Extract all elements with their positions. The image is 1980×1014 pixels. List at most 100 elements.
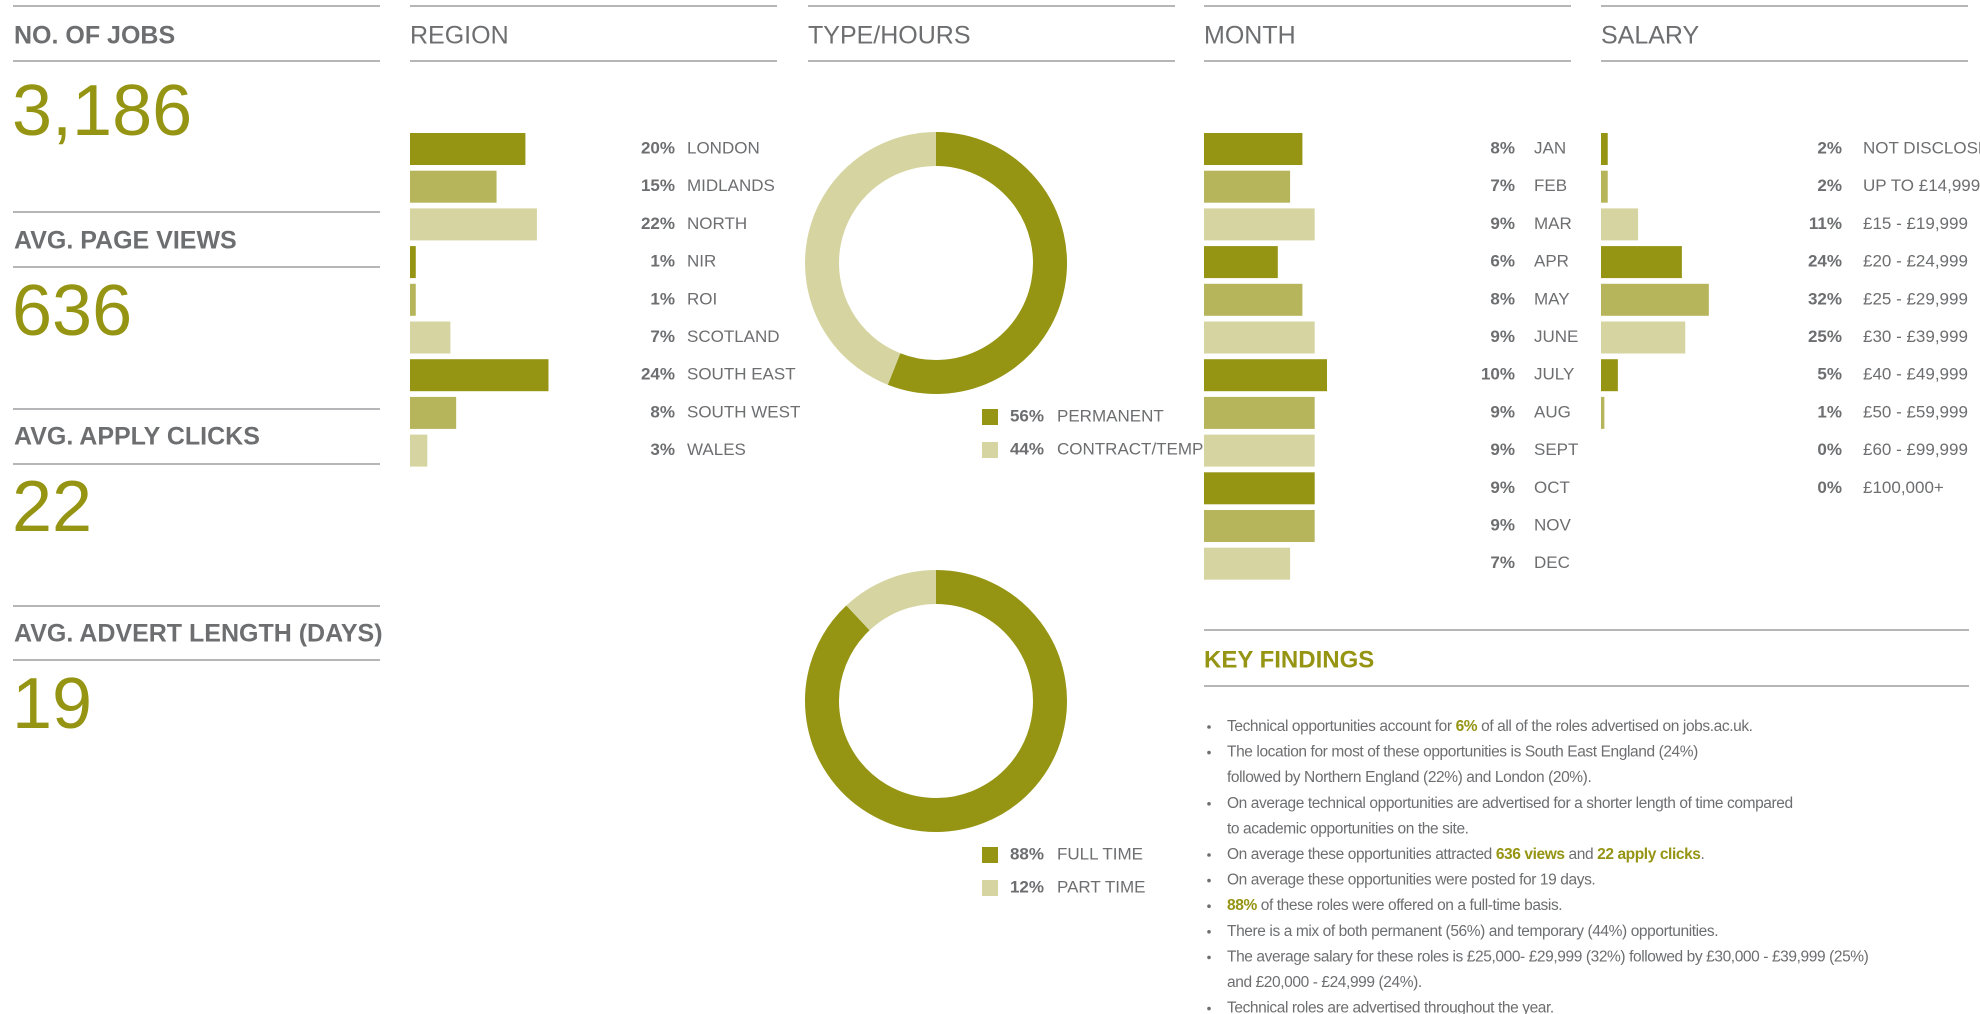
finding-line: On average these opportunities attracted…: [1227, 846, 1704, 863]
value-label: 1%: [650, 252, 675, 271]
category-label: FEB: [1534, 176, 1567, 195]
bar: [1204, 434, 1315, 467]
finding-text: 88%: [1227, 897, 1257, 914]
value-label: 11%: [1809, 214, 1842, 233]
value-label: 1%: [650, 289, 675, 308]
stat-label: NO. OF JOBS: [14, 22, 175, 50]
finding-text: to academic opportunities on the site.: [1227, 820, 1469, 837]
bar: [1204, 472, 1315, 505]
value-label: 9%: [1490, 478, 1515, 497]
category-label: JAN: [1534, 138, 1566, 157]
bar: [1601, 396, 1605, 429]
chart-title: REGION: [410, 22, 509, 50]
legend-label: PERMANENT: [1057, 406, 1164, 425]
stat-label: AVG. APPLY CLICKS: [14, 423, 260, 451]
bar: [410, 396, 457, 429]
finding-text: There is a mix of both permanent (56%) a…: [1227, 923, 1718, 940]
bullet: [1207, 802, 1211, 806]
bullet: [1207, 1006, 1211, 1011]
stat-value: 3,186: [12, 71, 192, 151]
category-label: £40 - £49,999: [1863, 365, 1968, 384]
finding-line: and £20,000 - £24,999 (24%).: [1227, 974, 1422, 991]
value-label: 32%: [1808, 289, 1842, 308]
section-title: KEY FINDINGS: [1204, 646, 1374, 673]
category-label: £20 - £24,999: [1863, 252, 1968, 271]
finding-text: The location for most of these opportuni…: [1227, 744, 1698, 761]
value-label: 8%: [650, 402, 675, 421]
finding-text: Technical roles are advertised throughou…: [1227, 1000, 1554, 1014]
bar: [410, 434, 428, 467]
bar: [1204, 321, 1315, 354]
category-label: SOUTH EAST: [687, 365, 796, 384]
value-label: 24%: [641, 365, 675, 384]
bullet: [1207, 904, 1211, 908]
category-label: £100,000+: [1863, 478, 1944, 497]
bar: [410, 246, 416, 279]
bar: [410, 359, 549, 392]
value-label: 7%: [650, 327, 675, 346]
bar: [1204, 510, 1315, 542]
legend-value: 56%: [1010, 406, 1044, 425]
bullet: [1207, 930, 1211, 934]
category-label: NIR: [687, 252, 716, 271]
category-label: MAR: [1534, 214, 1572, 233]
stat-value: 636: [12, 271, 132, 351]
bullet: [1207, 853, 1211, 857]
category-label: SCOTLAND: [687, 327, 780, 346]
donut-segment: [887, 132, 1067, 394]
finding-text: On average technical opportunities are a…: [1227, 795, 1793, 812]
finding-text: 636 views: [1496, 846, 1565, 863]
finding-line: Technical opportunities account for 6% o…: [1227, 718, 1753, 735]
finding-line: On average technical opportunities are a…: [1227, 795, 1793, 812]
value-label: 9%: [1490, 440, 1515, 459]
bar: [1204, 246, 1278, 279]
category-label: SEPT: [1534, 440, 1578, 459]
bar: [410, 170, 497, 203]
donut-segment: [805, 132, 937, 385]
stat-value: 22: [12, 467, 92, 547]
legend-swatch: [982, 442, 998, 458]
value-label: 2%: [1817, 138, 1842, 157]
category-label: WALES: [687, 440, 746, 459]
finding-text: of these roles were offered on a full-ti…: [1257, 897, 1562, 914]
category-label: LONDON: [687, 138, 760, 157]
bar: [1601, 170, 1608, 203]
finding-text: followed by Northern England (22%) and L…: [1227, 769, 1591, 786]
value-label: 9%: [1490, 515, 1515, 534]
category-label: DEC: [1534, 553, 1570, 572]
donut-segment: [846, 570, 937, 631]
stat-value: 19: [12, 664, 92, 744]
value-label: 10%: [1481, 365, 1515, 384]
finding-text: and £20,000 - £24,999 (24%).: [1227, 974, 1422, 991]
value-label: 3%: [650, 440, 675, 459]
category-label: £60 - £99,999: [1863, 440, 1968, 459]
value-label: 24%: [1808, 252, 1842, 271]
bar: [1204, 133, 1303, 165]
finding-text: The average salary for these roles is £2…: [1227, 948, 1869, 965]
category-label: NOT DISCLOSED: [1863, 138, 1980, 157]
bar: [1601, 133, 1608, 165]
finding-text: On average these opportunities attracted: [1227, 846, 1496, 863]
finding-text: of all of the roles advertised on jobs.a…: [1477, 718, 1752, 735]
finding-line: On average these opportunities were post…: [1227, 872, 1595, 889]
value-label: 22%: [641, 214, 675, 233]
bar: [1601, 283, 1709, 316]
category-label: NOV: [1534, 515, 1572, 534]
finding-line: 88% of these roles were offered on a ful…: [1227, 897, 1562, 914]
bar: [1601, 359, 1618, 392]
category-label: AUG: [1534, 402, 1571, 421]
value-label: 1%: [1817, 402, 1842, 421]
stat-label: AVG. PAGE VIEWS: [14, 227, 237, 255]
value-label: 9%: [1490, 402, 1515, 421]
bar: [1601, 321, 1686, 354]
value-label: 7%: [1490, 176, 1515, 195]
legend-value: 12%: [1010, 877, 1044, 896]
bullet: [1207, 878, 1211, 883]
value-label: 2%: [1817, 176, 1842, 195]
legend-value: 44%: [1010, 439, 1044, 458]
legend-label: CONTRACT/TEMP: [1057, 439, 1203, 458]
category-label: MAY: [1534, 289, 1570, 308]
finding-line: There is a mix of both permanent (56%) a…: [1227, 923, 1718, 940]
bullet: [1207, 955, 1211, 960]
